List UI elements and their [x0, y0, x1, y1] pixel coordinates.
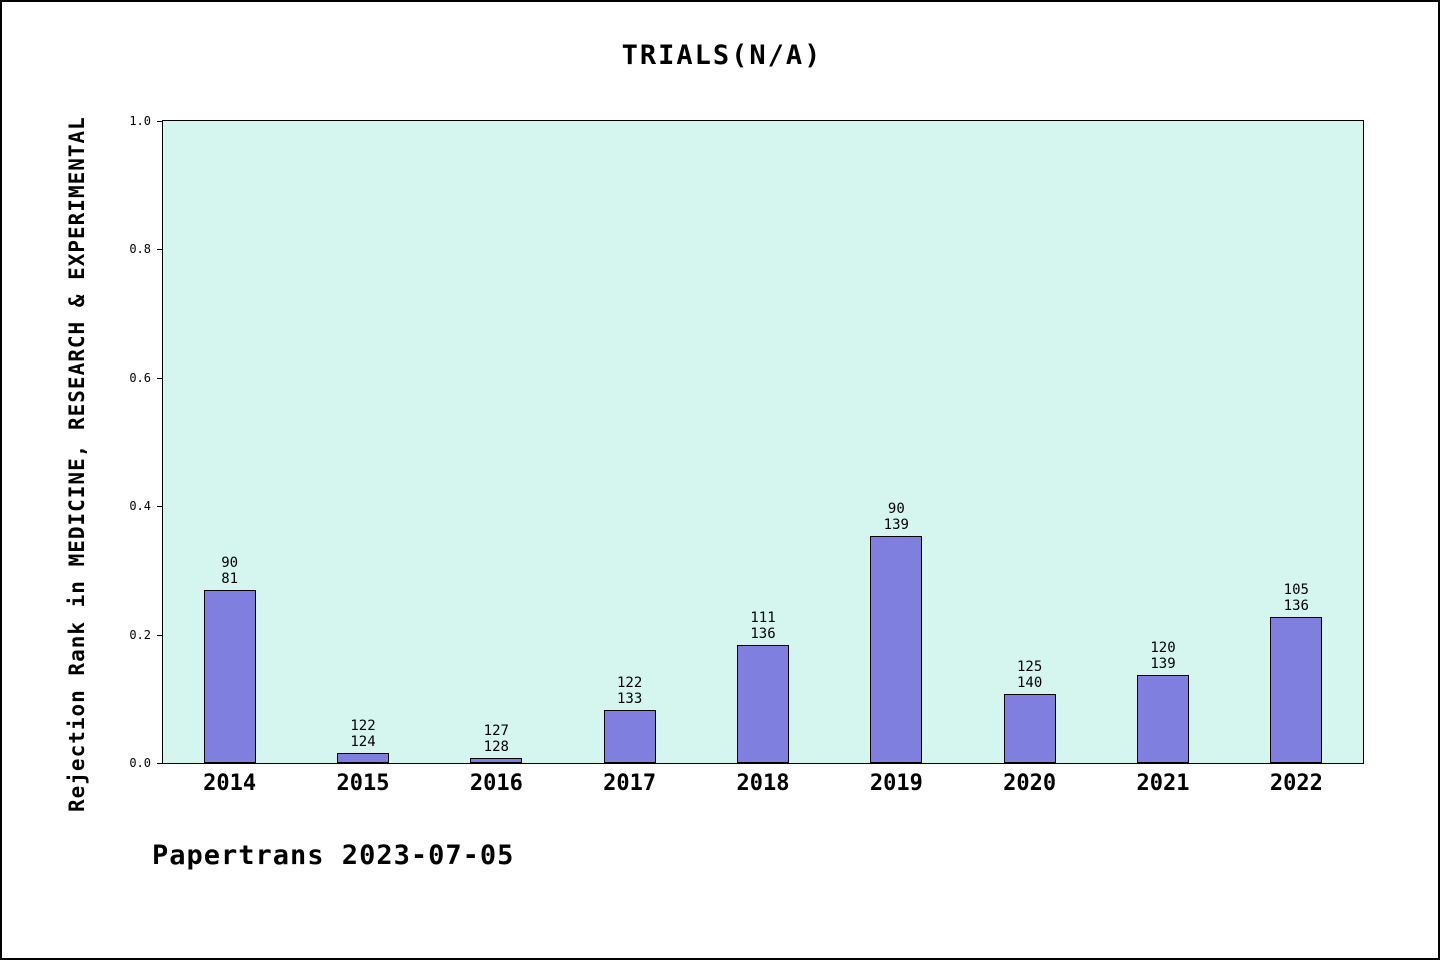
bar-value-bottom: 128 — [483, 738, 509, 755]
y-tick-mark — [157, 634, 163, 636]
bar-2016 — [470, 757, 523, 763]
y-tick-label: 0.4 — [129, 499, 151, 514]
bar-value-top: 127 — [483, 722, 509, 739]
y-tick-mark — [157, 506, 163, 508]
bar-value-bottom: 81 — [221, 570, 239, 587]
bar-value-label: 90 139 — [884, 501, 909, 533]
x-tick-label-2021: 2021 — [1136, 771, 1190, 796]
bar-value-top: 90 — [887, 501, 905, 518]
y-tick-mark — [157, 121, 163, 122]
bar-value-label: 125 140 — [1017, 659, 1042, 691]
bar-value-bottom: 140 — [1017, 675, 1043, 692]
y-tick-label: 1.0 — [129, 114, 151, 128]
x-tick-label-2015: 2015 — [336, 771, 390, 796]
bar-2015 — [337, 752, 389, 763]
y-tick-mark — [157, 763, 163, 764]
bar-value-bottom: 136 — [750, 625, 776, 642]
bar-value-top: 122 — [350, 717, 376, 734]
bar-value-bottom: 133 — [617, 690, 643, 707]
bar-value-label: 111 136 — [750, 610, 775, 642]
footer-watermark: Papertrans 2023-07-05 — [152, 840, 515, 871]
bar-value-label: 105 136 — [1284, 582, 1309, 614]
plot-area: 0.0 0.2 0.4 0.6 0.8 1.0 90 81 2014 122 124 2015 127 1… — [129, 114, 1364, 796]
x-tick-label-2016: 2016 — [469, 771, 523, 796]
x-tick-label-2018: 2018 — [736, 771, 790, 796]
bar-value-label: 122 124 — [350, 718, 375, 750]
bar-value-bottom: 124 — [350, 733, 376, 750]
y-axis-label: Rejection Rank in MEDICINE, RESEARCH & E… — [65, 116, 89, 813]
x-tick-label-2022: 2022 — [1269, 771, 1323, 796]
y-tick-mark — [157, 249, 163, 251]
bar-2020 — [1003, 694, 1056, 763]
bar-2019 — [870, 536, 923, 763]
x-tick-label-2020: 2020 — [1003, 771, 1057, 796]
bar-2021 — [1137, 675, 1189, 763]
bar-2014 — [203, 589, 256, 763]
y-tick-label: 0.2 — [129, 627, 151, 642]
x-tick-label-2017: 2017 — [603, 771, 657, 796]
bar-value-bottom: 139 — [883, 517, 909, 534]
y-tick-mark — [157, 377, 163, 379]
bar-2022 — [1270, 616, 1323, 763]
bar-value-top: 122 — [617, 674, 643, 691]
bar-2018 — [737, 644, 789, 763]
bar-value-label: 122 133 — [617, 675, 642, 707]
bar-value-top: 125 — [1017, 659, 1043, 676]
x-tick-label-2014: 2014 — [203, 771, 257, 796]
y-tick-label: 0.6 — [129, 370, 151, 385]
bar-value-top: 90 — [221, 554, 239, 571]
bar-value-top: 105 — [1283, 581, 1309, 598]
bar-value-top: 111 — [750, 609, 776, 626]
bar-value-label: 127 128 — [484, 723, 509, 755]
chart-title: TRIALS(N/A) — [621, 40, 823, 71]
bar-value-bottom: 136 — [1283, 597, 1309, 614]
x-tick-label-2019: 2019 — [869, 771, 923, 796]
y-tick-label: 0.8 — [129, 242, 151, 257]
bar-value-label: 120 139 — [1150, 640, 1175, 672]
y-tick-label: 0.0 — [129, 756, 151, 770]
bar-value-label: 90 81 — [221, 555, 238, 587]
bar-value-top: 120 — [1150, 640, 1176, 657]
bar-value-bottom: 139 — [1150, 656, 1176, 673]
bar-2017 — [603, 709, 656, 763]
